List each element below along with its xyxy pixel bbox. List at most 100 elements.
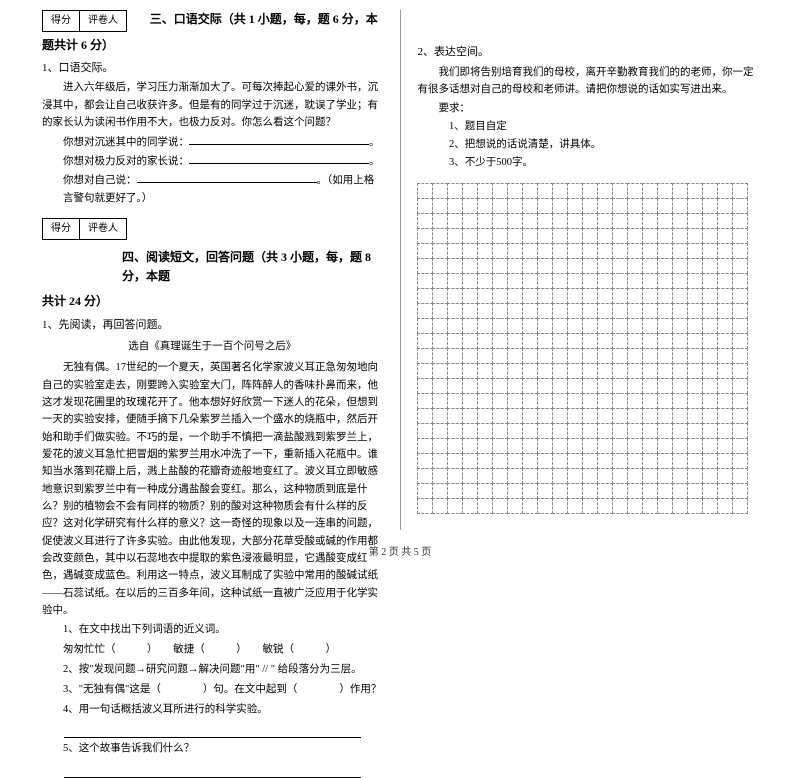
grid-cell xyxy=(507,498,523,514)
grid-cell xyxy=(582,303,598,319)
grid-cell xyxy=(597,468,613,484)
grid-cell xyxy=(642,498,658,514)
grid-cell xyxy=(417,498,433,514)
grid-cell xyxy=(492,423,508,439)
grid-cell xyxy=(447,318,463,334)
grid-cell xyxy=(597,228,613,244)
grid-cell xyxy=(702,348,718,364)
grid-cell xyxy=(627,408,643,424)
grid-cell xyxy=(492,483,508,499)
grid-cell xyxy=(417,213,433,229)
subq-1a: 匆匆忙忙（ ） 敏捷（ ） 敏锐（ ） xyxy=(63,641,383,659)
grid-cell xyxy=(522,453,538,469)
grid-cell xyxy=(642,468,658,484)
grid-cell xyxy=(462,183,478,199)
grid-cell xyxy=(642,378,658,394)
grid-cell xyxy=(702,303,718,319)
grid-cell xyxy=(567,258,583,274)
grid-cell xyxy=(582,408,598,424)
grid-cell xyxy=(507,483,523,499)
subq-5: 5、这个故事告诉我们什么？ xyxy=(63,740,383,758)
grid-cell xyxy=(567,333,583,349)
grid-cell xyxy=(702,273,718,289)
grid-cell xyxy=(687,198,703,214)
grid-cell xyxy=(597,303,613,319)
grid-cell xyxy=(687,348,703,364)
writing-grid xyxy=(418,184,759,514)
grid-cell xyxy=(552,303,568,319)
grid-cell xyxy=(642,183,658,199)
grid-cell xyxy=(567,438,583,454)
grid-row xyxy=(418,364,759,379)
grid-cell xyxy=(537,438,553,454)
grid-cell xyxy=(627,333,643,349)
grid-cell xyxy=(417,468,433,484)
grid-cell xyxy=(537,348,553,364)
grid-cell xyxy=(447,438,463,454)
grid-cell xyxy=(672,348,688,364)
grid-cell xyxy=(672,258,688,274)
grid-cell xyxy=(642,198,658,214)
grid-cell xyxy=(417,198,433,214)
grid-cell xyxy=(597,483,613,499)
q1-intro: 进入六年级后，学习压力渐渐加大了。可每次捧起心爱的课外书，沉浸其中，都会让自己收… xyxy=(42,79,383,131)
grid-cell xyxy=(582,183,598,199)
grid-cell xyxy=(417,378,433,394)
grid-cell xyxy=(732,213,748,229)
grid-cell xyxy=(627,288,643,304)
grid-row xyxy=(418,244,759,259)
grid-cell xyxy=(567,348,583,364)
grid-cell xyxy=(672,183,688,199)
right-column: 2、表达空间。 我们即将告别培育我们的母校，离开辛勤教育我们的的老师，你一定有很… xyxy=(406,10,771,530)
grid-cell xyxy=(477,303,493,319)
grid-cell xyxy=(642,363,658,379)
grid-cell xyxy=(432,228,448,244)
grid-cell xyxy=(732,378,748,394)
grid-cell xyxy=(672,453,688,469)
grid-cell xyxy=(597,318,613,334)
grid-cell xyxy=(627,498,643,514)
grid-cell xyxy=(567,408,583,424)
grid-cell xyxy=(582,438,598,454)
grid-cell xyxy=(597,183,613,199)
grid-cell xyxy=(462,243,478,259)
grid-cell xyxy=(522,243,538,259)
grid-cell xyxy=(447,228,463,244)
grid-cell xyxy=(717,258,733,274)
grid-cell xyxy=(672,243,688,259)
grid-cell xyxy=(612,228,628,244)
grid-cell xyxy=(552,438,568,454)
grid-cell xyxy=(462,198,478,214)
grid-row xyxy=(418,439,759,454)
grid-cell xyxy=(447,378,463,394)
grid-cell xyxy=(732,258,748,274)
grader-label-2: 评卷人 xyxy=(80,219,126,239)
grid-cell xyxy=(717,363,733,379)
grid-cell xyxy=(612,498,628,514)
grid-cell xyxy=(627,393,643,409)
grid-cell xyxy=(492,258,508,274)
grid-cell xyxy=(612,303,628,319)
grid-cell xyxy=(672,498,688,514)
grid-cell xyxy=(492,468,508,484)
grid-cell xyxy=(477,243,493,259)
grid-cell xyxy=(552,318,568,334)
grid-cell xyxy=(657,498,673,514)
req-label: 要求： xyxy=(439,100,759,118)
grid-cell xyxy=(672,273,688,289)
grid-cell xyxy=(702,333,718,349)
grid-cell xyxy=(522,198,538,214)
grid-cell xyxy=(597,423,613,439)
grid-cell xyxy=(507,288,523,304)
grid-cell xyxy=(642,333,658,349)
grid-cell xyxy=(567,483,583,499)
q1-label: 1、口语交际。 xyxy=(42,60,383,78)
grid-cell xyxy=(552,363,568,379)
grid-cell xyxy=(627,483,643,499)
grid-cell xyxy=(597,393,613,409)
grid-cell xyxy=(597,288,613,304)
grid-row xyxy=(418,319,759,334)
grid-cell xyxy=(552,393,568,409)
grid-cell xyxy=(702,483,718,499)
grid-cell xyxy=(717,303,733,319)
